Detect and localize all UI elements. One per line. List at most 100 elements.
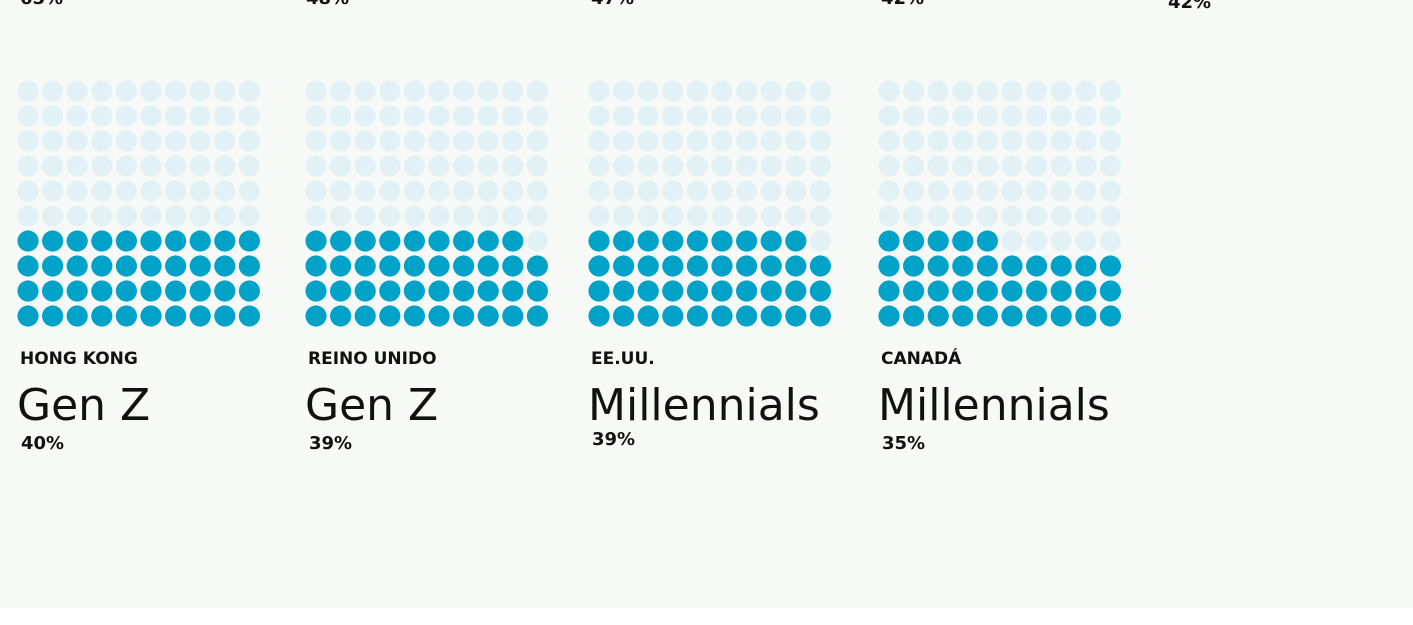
waffle-dot bbox=[1050, 155, 1072, 177]
waffle-dot bbox=[238, 105, 260, 127]
waffle-dot bbox=[976, 155, 999, 177]
waffle-dot bbox=[686, 280, 709, 302]
waffle-dot bbox=[91, 155, 113, 177]
waffle-dot bbox=[903, 230, 925, 252]
waffle-dot bbox=[927, 305, 949, 327]
waffle-dot bbox=[736, 80, 758, 102]
waffle-dot bbox=[736, 280, 758, 302]
waffle-dot bbox=[477, 230, 499, 252]
waffle-dot bbox=[809, 230, 832, 252]
waffle-dot bbox=[140, 280, 162, 302]
waffle-dot bbox=[502, 105, 524, 127]
waffle-dot bbox=[453, 230, 475, 252]
waffle-dot bbox=[760, 280, 782, 302]
waffle-dot bbox=[809, 80, 832, 102]
waffle-dot bbox=[1026, 105, 1048, 127]
waffle-dot bbox=[214, 280, 236, 302]
waffle-dot bbox=[379, 230, 401, 252]
waffle-dot bbox=[354, 180, 376, 202]
waffle-dot bbox=[165, 280, 187, 302]
waffle-dot bbox=[662, 130, 684, 152]
waffle-dot bbox=[1026, 230, 1048, 252]
waffle-dot bbox=[1001, 105, 1023, 127]
waffle-dot bbox=[305, 305, 327, 327]
waffle-dot bbox=[952, 255, 974, 277]
waffle-dot bbox=[66, 255, 88, 277]
waffle-dot bbox=[526, 280, 549, 302]
waffle-dot bbox=[238, 205, 260, 227]
waffle-dot bbox=[403, 80, 425, 102]
waffle-dot bbox=[736, 180, 758, 202]
waffle-dot bbox=[976, 180, 999, 202]
waffle-dot bbox=[686, 80, 709, 102]
waffle-dot bbox=[526, 105, 549, 127]
waffle-dot bbox=[1099, 130, 1121, 152]
waffle-dot bbox=[952, 230, 974, 252]
waffle-dot bbox=[662, 180, 684, 202]
waffle-dot bbox=[952, 130, 974, 152]
waffle-dot bbox=[662, 305, 684, 327]
waffle-dot bbox=[711, 80, 733, 102]
waffle-dot bbox=[1026, 255, 1048, 277]
waffle-dot bbox=[42, 105, 64, 127]
waffle-dot bbox=[189, 280, 211, 302]
waffle-dot bbox=[189, 80, 211, 102]
waffle-dot bbox=[878, 180, 900, 202]
waffle-dot bbox=[878, 305, 900, 327]
waffle-dot bbox=[428, 230, 450, 252]
waffle-dot bbox=[736, 305, 758, 327]
waffle-dot bbox=[214, 305, 236, 327]
waffle-dot bbox=[66, 155, 88, 177]
waffle-dot bbox=[711, 105, 733, 127]
waffle-dot bbox=[17, 180, 39, 202]
waffle-dot bbox=[878, 280, 900, 302]
waffle-dot bbox=[42, 180, 64, 202]
waffle-dot bbox=[878, 255, 900, 277]
waffle-dot bbox=[91, 305, 113, 327]
waffle-dot bbox=[1075, 180, 1097, 202]
waffle-dot bbox=[379, 305, 401, 327]
waffle-dot bbox=[17, 280, 39, 302]
waffle-dot bbox=[189, 105, 211, 127]
waffle-dot bbox=[1001, 130, 1023, 152]
waffle-dot bbox=[115, 105, 137, 127]
waffle-dot bbox=[1075, 230, 1097, 252]
waffle-dot bbox=[785, 305, 807, 327]
waffle-dot bbox=[189, 180, 211, 202]
waffle-dot bbox=[686, 105, 709, 127]
generation-label: Millennials bbox=[878, 380, 1110, 431]
waffle-dot bbox=[637, 105, 659, 127]
waffle-dot bbox=[760, 230, 782, 252]
generation-label: Gen Z bbox=[305, 380, 438, 431]
waffle-dot bbox=[952, 80, 974, 102]
waffle-dot bbox=[809, 305, 832, 327]
waffle-dot bbox=[1026, 205, 1048, 227]
waffle-dot bbox=[785, 255, 807, 277]
waffle-dot bbox=[1099, 80, 1121, 102]
waffle-dot bbox=[1001, 230, 1023, 252]
waffle-dot bbox=[140, 80, 162, 102]
waffle-dot bbox=[686, 255, 709, 277]
country-label: EE.UU. bbox=[591, 349, 655, 369]
waffle-dot bbox=[42, 230, 64, 252]
country-label: HONG KONG bbox=[20, 349, 138, 369]
waffle-dot bbox=[140, 180, 162, 202]
waffle-dot bbox=[1099, 255, 1121, 277]
waffle-dot bbox=[502, 280, 524, 302]
waffle-dot bbox=[477, 180, 499, 202]
waffle-dot bbox=[785, 105, 807, 127]
waffle-dot bbox=[1026, 305, 1048, 327]
waffle-dot bbox=[1026, 80, 1048, 102]
waffle-dot bbox=[42, 205, 64, 227]
waffle-dot bbox=[477, 280, 499, 302]
waffle-dot bbox=[379, 180, 401, 202]
waffle-dot bbox=[305, 205, 327, 227]
waffle-dot bbox=[760, 305, 782, 327]
waffle-dot bbox=[330, 230, 352, 252]
waffle-dot bbox=[588, 230, 610, 252]
waffle-dot bbox=[453, 130, 475, 152]
waffle-dot bbox=[214, 105, 236, 127]
waffle-dot bbox=[379, 80, 401, 102]
waffle-dot bbox=[903, 305, 925, 327]
waffle-dot bbox=[379, 280, 401, 302]
